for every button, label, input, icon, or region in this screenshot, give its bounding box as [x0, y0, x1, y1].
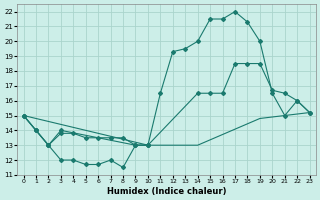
X-axis label: Humidex (Indice chaleur): Humidex (Indice chaleur) — [107, 187, 226, 196]
